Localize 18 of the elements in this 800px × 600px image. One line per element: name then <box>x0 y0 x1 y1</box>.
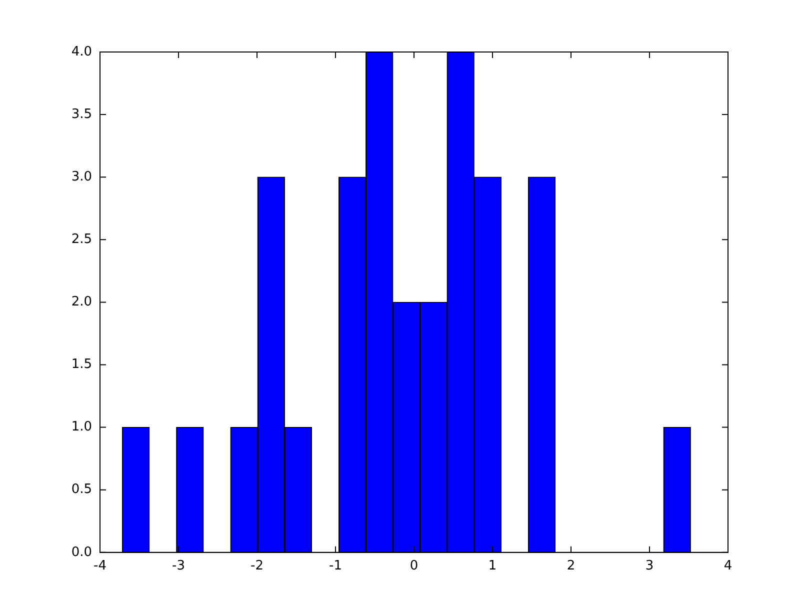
x-tick-label: 3 <box>645 558 654 574</box>
x-tick-label: 4 <box>724 558 732 574</box>
y-tick-label: 2.0 <box>71 294 92 310</box>
x-tick-label: -2 <box>250 558 264 574</box>
x-tick-label: 2 <box>566 558 576 574</box>
x-tick-label: -4 <box>94 558 106 574</box>
x-tick-label: -3 <box>172 558 185 574</box>
y-tick-label: 1.0 <box>71 420 92 435</box>
y-tick-label: 2.5 <box>71 232 92 248</box>
y-tick-label: 3.0 <box>71 169 92 184</box>
x-tick-label: 1 <box>488 558 497 574</box>
y-tick-label: 4.0 <box>71 44 92 60</box>
y-tick-label: 0.5 <box>71 482 92 498</box>
x-tick-label: -1 <box>329 558 342 574</box>
x-tick-label: 0 <box>410 558 418 574</box>
y-tick-label: 1.5 <box>71 357 92 372</box>
y-tick-label: 0.0 <box>71 544 92 560</box>
y-tick-label: 3.5 <box>71 106 92 122</box>
